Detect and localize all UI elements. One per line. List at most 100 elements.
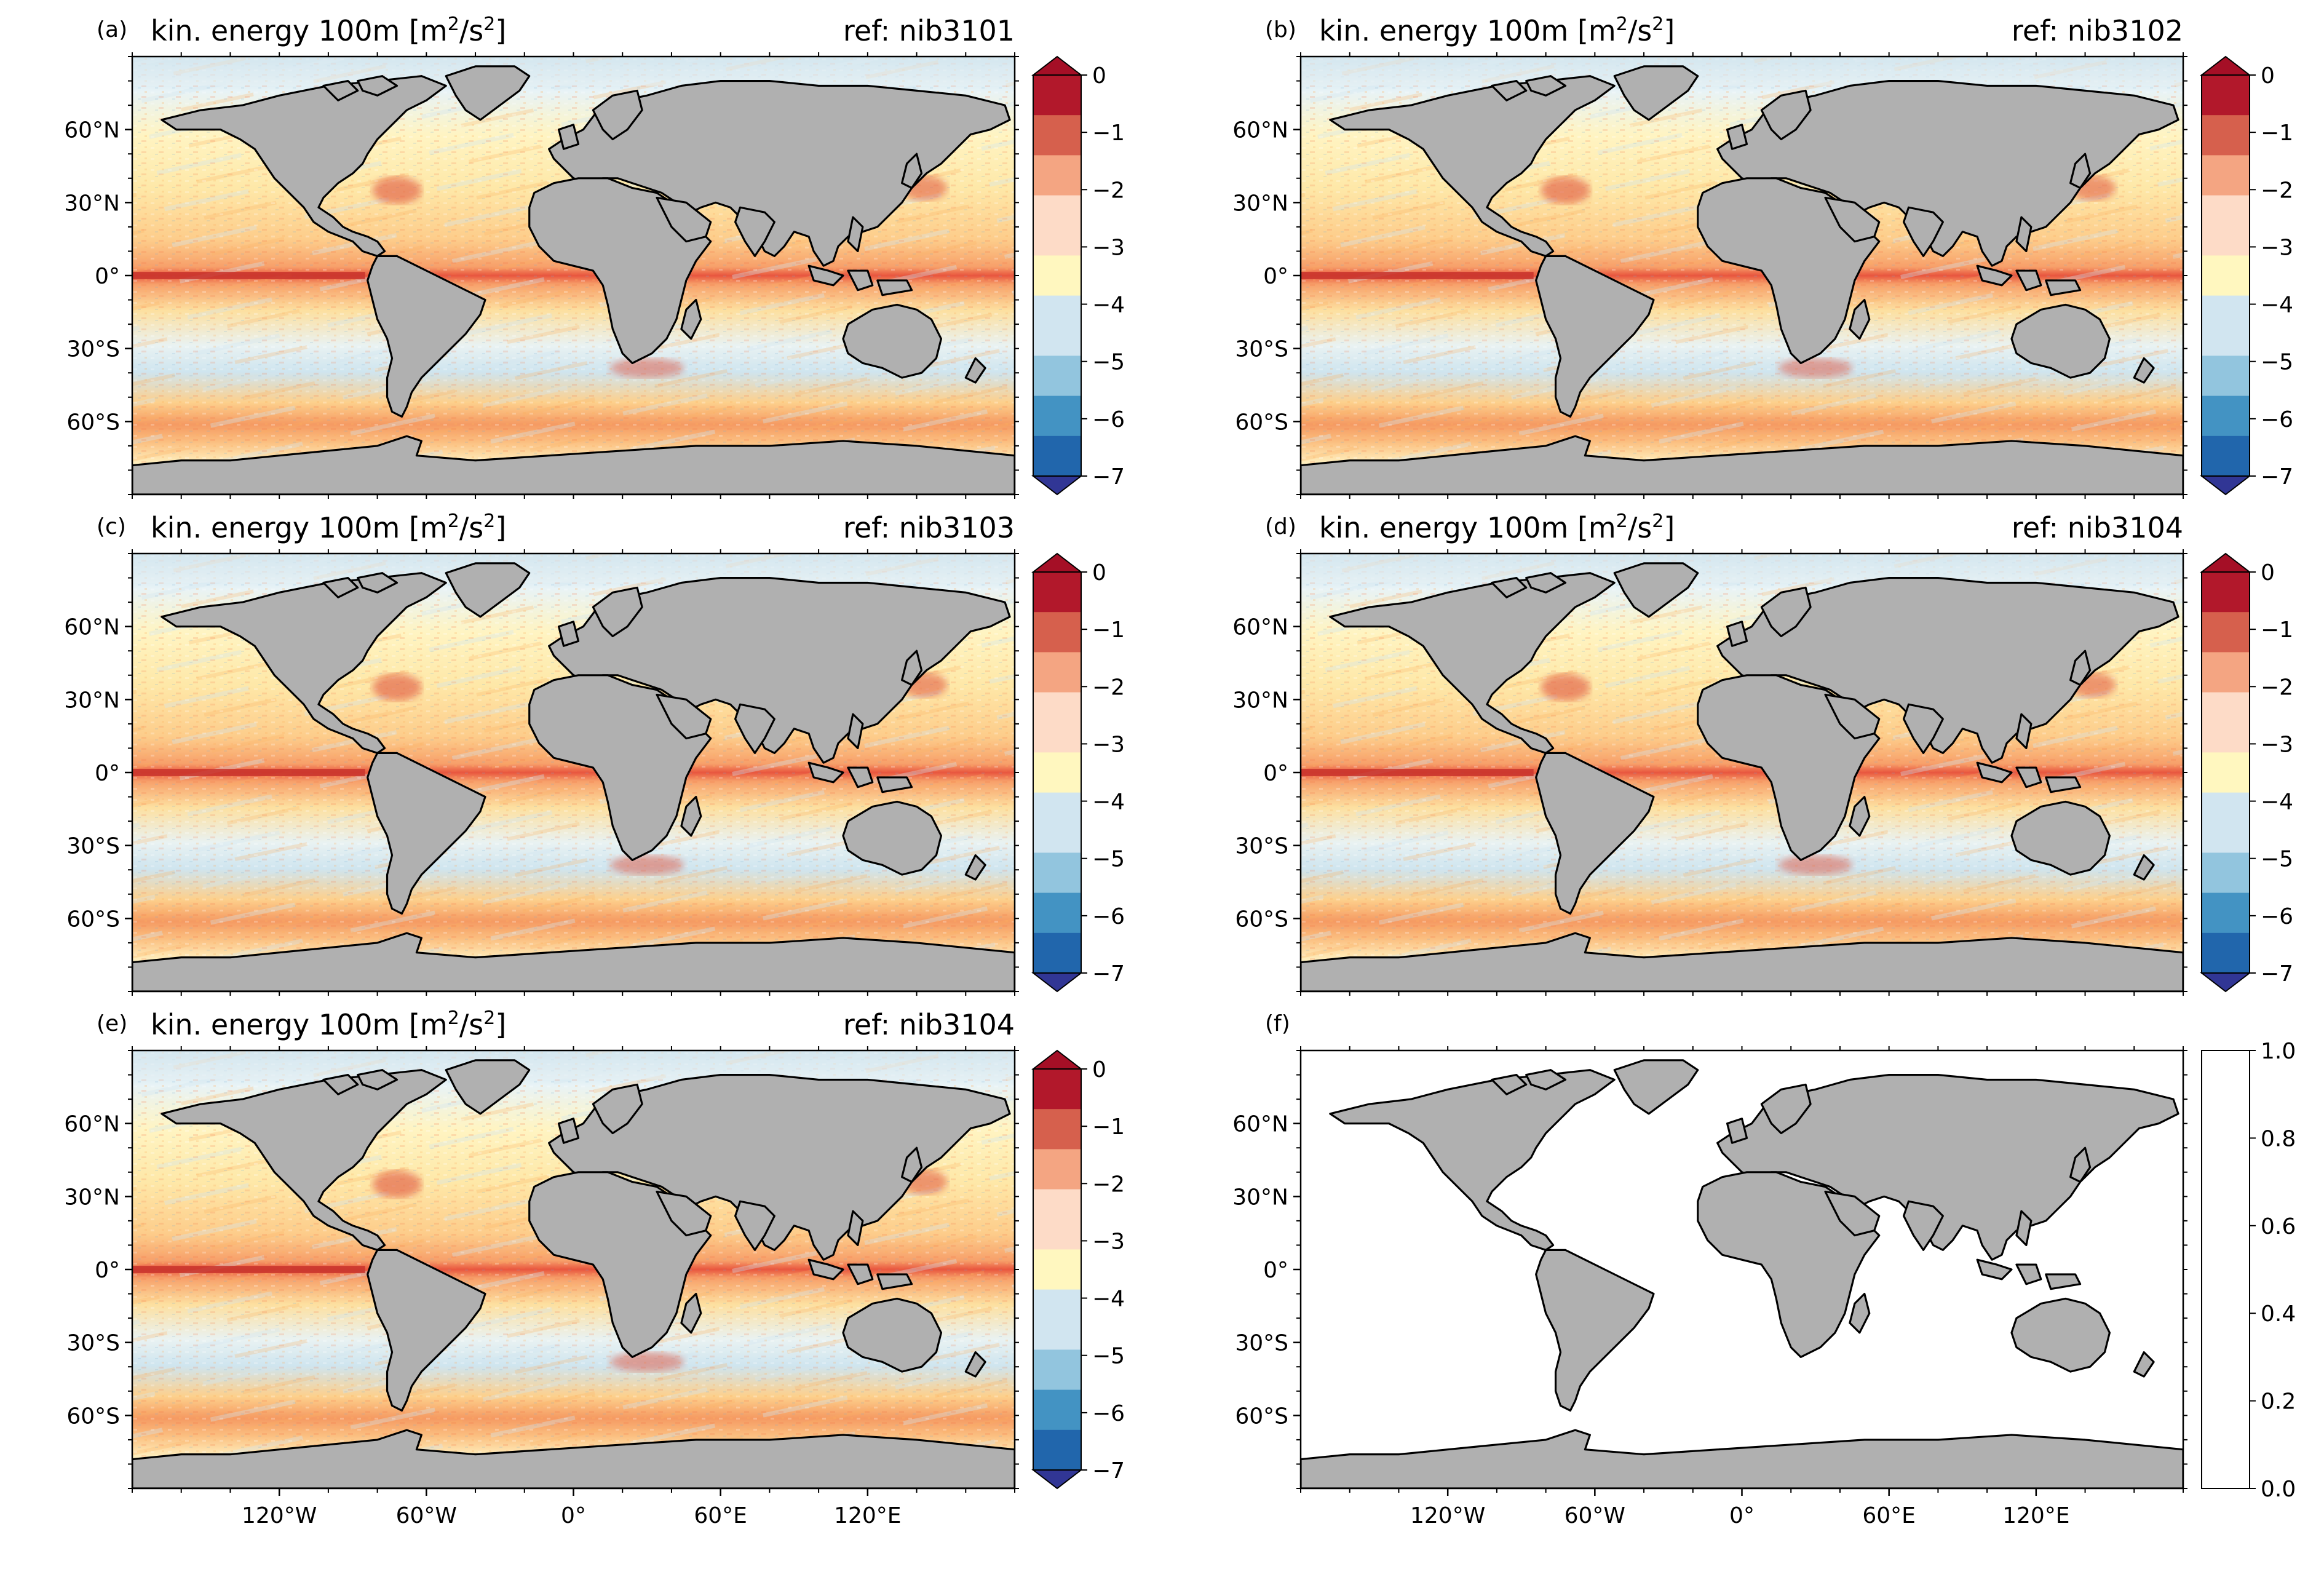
map-area — [1301, 554, 2183, 991]
colorbar-level — [2202, 692, 2250, 713]
colorbar-level — [2202, 892, 2250, 913]
lat-tick-label: 30°N — [64, 688, 120, 713]
colorbar-level — [1033, 75, 1081, 96]
colorbar: 1.0 0.8 0.6 0.4 0.2 0.0 — [2201, 1039, 2296, 1502]
colorbar-level — [2202, 316, 2250, 336]
colorbar-level — [1033, 592, 1081, 613]
lat-tick-label: 60°S — [1235, 907, 1288, 932]
colorbar-level — [1033, 1370, 1081, 1391]
panels-root: (a) kin. energy 100m [m2/s2] ref: nib3101 6… — [64, 14, 2296, 1529]
colorbar-level — [1033, 175, 1081, 196]
colorbar-level — [1033, 1069, 1081, 1090]
colorbar-tick-label: −1 — [1092, 618, 1125, 643]
colorbar-tick-label: −6 — [1092, 407, 1125, 432]
gulf-stream-hotspot — [372, 673, 422, 701]
panel-ref-label: ref: nib3104 — [2012, 511, 2183, 544]
colorbar-level — [1033, 612, 1081, 633]
arctic-band — [132, 554, 1015, 583]
colorbar-tick-label: −4 — [2261, 293, 2293, 318]
lat-tick-label: 60°N — [1232, 118, 1288, 143]
colorbar-frame — [1033, 74, 1082, 477]
lat-tick-label: 0° — [1263, 1258, 1288, 1283]
colorbar-extend-min — [1031, 972, 1083, 993]
colorbar-level — [2202, 435, 2250, 456]
panel-letter: (e) — [97, 1011, 127, 1036]
lat-tick-label: 0° — [95, 1258, 120, 1283]
colorbar-tick-label: 0 — [2261, 560, 2275, 586]
colorbar-level — [2202, 712, 2250, 733]
panel-letter: (d) — [1265, 514, 1296, 539]
lat-tick-label: 30°S — [66, 337, 120, 362]
colorbar-level — [1033, 873, 1081, 894]
colorbar-level — [2202, 356, 2250, 376]
colorbar-tick-label: −3 — [1092, 1229, 1125, 1254]
colorbar-level — [2202, 732, 2250, 753]
colorbar-level — [1033, 456, 1081, 477]
colorbar-tick-label: 1.0 — [2261, 1039, 2296, 1064]
colorbar-level — [1033, 672, 1081, 693]
arctic-band — [132, 57, 1015, 86]
colorbar-level — [1033, 195, 1081, 216]
colorbar-level — [2202, 155, 2250, 176]
colorbar-tick-label: −1 — [1092, 121, 1125, 146]
colorbar-tick-label: −5 — [1092, 350, 1125, 375]
colorbar-extend-max — [2200, 552, 2251, 573]
lat-tick-label: 0° — [1263, 761, 1288, 786]
equatorial-current-band — [132, 769, 365, 776]
colorbar-frame — [2201, 571, 2250, 974]
panel-title: kin. energy 100m [m2/s2] — [1319, 510, 1675, 545]
agulhas-hotspot — [610, 358, 684, 378]
colorbar-level — [2202, 832, 2250, 853]
colorbar-level — [2202, 376, 2250, 397]
colorbar-level — [2202, 672, 2250, 693]
colorbar-level — [1033, 1309, 1081, 1330]
colorbar-level — [1033, 255, 1081, 276]
colorbar-level — [2202, 335, 2250, 356]
colorbar-tick-label: 0.8 — [2261, 1126, 2296, 1151]
lat-tick-label: 60°N — [64, 1112, 120, 1137]
colorbar-tick-label: 0.4 — [2261, 1301, 2296, 1327]
colorbar-level — [1033, 1109, 1081, 1130]
lon-tick-label: 0° — [561, 1503, 586, 1528]
lat-tick-label: 60°S — [66, 907, 120, 932]
colorbar-level — [1033, 712, 1081, 733]
panel-ref-label: ref: nib3103 — [843, 511, 1015, 544]
colorbar-tick-label: −4 — [1092, 790, 1125, 815]
colorbar-level — [1033, 812, 1081, 833]
colorbar-tick-label: −5 — [1092, 1344, 1125, 1369]
lat-tick-label: 60°S — [1235, 410, 1288, 435]
colorbar-tick-label: −7 — [1092, 961, 1125, 987]
colorbar-tick-label: −4 — [1092, 1287, 1125, 1312]
map-area — [132, 57, 1015, 495]
colorbar-level — [1033, 1249, 1081, 1270]
colorbar-level — [1033, 115, 1081, 136]
arctic-band — [132, 1051, 1015, 1080]
colorbar-frame — [2201, 74, 2250, 477]
colorbar-extend-min — [2200, 972, 2251, 993]
colorbar-tick-label: 0 — [2261, 63, 2275, 89]
colorbar-level — [2202, 456, 2250, 477]
lon-tick-label: 120°W — [1410, 1503, 1485, 1528]
colorbar-level — [1033, 852, 1081, 873]
lat-tick-label: 30°S — [66, 1331, 120, 1356]
panel-title: kin. energy 100m [m2/s2] — [1319, 14, 1675, 48]
colorbar-level — [2202, 395, 2250, 416]
colorbar-tick-label: −6 — [2261, 904, 2293, 929]
map-area — [132, 554, 1015, 991]
colorbar-tick-label: −2 — [1092, 1172, 1125, 1197]
panel-ref-label: ref: nib3101 — [843, 14, 1015, 47]
lat-tick-label: 30°N — [64, 191, 120, 216]
arctic-band — [1301, 57, 2183, 86]
colorbar-level — [2202, 295, 2250, 316]
colorbar-tick-label: −2 — [1092, 675, 1125, 700]
lat-tick-label: 60°N — [1232, 615, 1288, 640]
equatorial-current-band — [132, 1266, 365, 1273]
colorbar-tick-label: −7 — [1092, 464, 1125, 490]
colorbar-level — [1033, 435, 1081, 456]
colorbar-extend-min — [1031, 1469, 1083, 1490]
colorbar-tick-label: −7 — [2261, 961, 2293, 987]
colorbar-level — [1033, 792, 1081, 813]
colorbar-level — [1033, 832, 1081, 853]
map-panel: (f) 60°N 30°N 0° 30°S 60°S 120°W 60°W 0° 60°E 120°… — [1232, 1011, 2296, 1528]
agulhas-hotspot — [1779, 358, 1853, 378]
